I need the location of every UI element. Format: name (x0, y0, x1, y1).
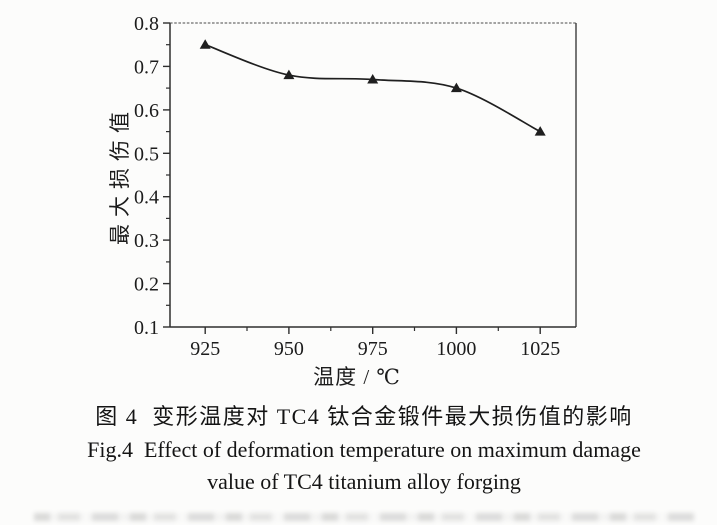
data-marker-triangle (199, 39, 211, 49)
data-marker-triangle (283, 69, 295, 80)
y-tick-label: 0.8 (134, 13, 159, 35)
data-marker-triangle (367, 74, 379, 84)
line-chart: 925 950 975 1000 1025 0.1 0.2 0.3 0.4 0.5 0.6 0.7 0.… (134, 13, 577, 360)
data-marker-triangle (450, 82, 462, 93)
x-axis-title: 温度 / ℃ (313, 365, 401, 389)
y-tick-label: 0.2 (134, 274, 159, 296)
y-tick-label: 0.5 (134, 143, 159, 165)
y-axis-title: 最大损伤值 (108, 105, 132, 245)
data-marker-triangle (534, 126, 546, 136)
y-tick-label: 0.7 (134, 56, 159, 78)
y-tick-label: 0.1 (134, 317, 159, 339)
y-tick-label: 0.4 (134, 187, 159, 209)
caption-english-line1: Fig.4 Effect of deformation temperature … (87, 437, 641, 462)
x-tick-label: 1025 (520, 338, 560, 360)
x-tick-label: 925 (190, 338, 220, 360)
figure-caption: 图 4 变形温度对 TC4 钛合金锻件最大损伤值的影响 Fig.4 Effect… (18, 400, 710, 498)
data-line (204, 43, 541, 133)
y-tick-label: 0.6 (134, 100, 159, 122)
x-tick-label: 950 (274, 338, 304, 360)
caption-english-line2: value of TC4 titanium alloy forging (207, 469, 521, 494)
y-tick-label: 0.3 (134, 230, 159, 252)
cropped-next-text-line-artifact (34, 513, 694, 521)
x-tick-label: 975 (358, 338, 388, 360)
x-tick-label: 1000 (436, 338, 476, 360)
caption-chinese: 图 4 变形温度对 TC4 钛合金锻件最大损伤值的影响 (95, 404, 633, 429)
